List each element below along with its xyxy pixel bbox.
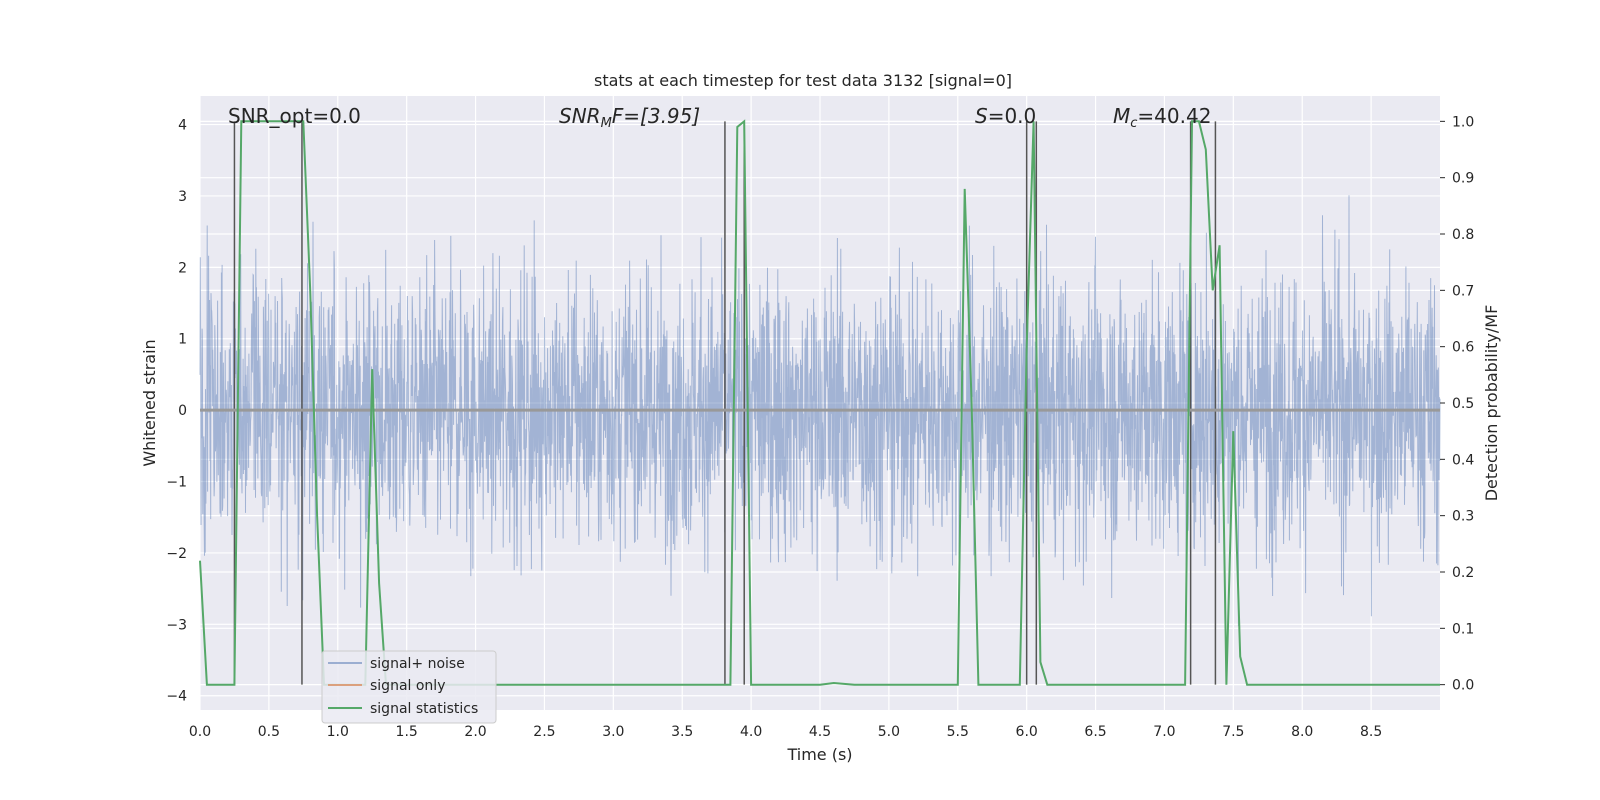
x-tick-10: 5.0 [878, 724, 900, 740]
annotation-snr-mf: SNRMF=[3.95] [559, 104, 700, 131]
x-tick-0: 0.0 [189, 724, 211, 740]
x-tick-14: 7.0 [1153, 724, 1175, 740]
y-tick-1: −3 [166, 617, 187, 633]
x-tick-13: 6.5 [1084, 724, 1106, 740]
y-tick-3: −1 [166, 475, 187, 491]
legend-box [321, 650, 497, 724]
legend-label-signal-only: signal only [370, 678, 445, 694]
annotation-mc: Mc=40.42 [1113, 104, 1211, 131]
y2-tick-5: 0.5 [1452, 396, 1474, 412]
y-axis-title: Whitened strain [140, 339, 159, 466]
x-tick-5: 2.5 [533, 724, 555, 740]
x-tick-3: 1.5 [396, 724, 418, 740]
grid [199, 96, 1440, 710]
x-tick-16: 8.0 [1291, 724, 1313, 740]
y-tick-labels: −4 −3 −2 −1 0 1 2 3 4 [166, 118, 187, 705]
legend-label-signal-statistics: signal statistics [370, 701, 478, 717]
y-tick-0: −4 [166, 689, 187, 705]
x-tick-7: 3.5 [671, 724, 693, 740]
x-tick-11: 5.5 [947, 724, 969, 740]
y-tick-2: −2 [166, 546, 187, 562]
y2-tick-labels: 0.0 0.1 0.2 0.3 0.4 0.5 0.6 0.7 0.8 0.9 1.0 [1440, 114, 1474, 694]
legend-label-signal-noise: signal+ noise [370, 656, 465, 672]
x-tick-8: 4.0 [740, 724, 762, 740]
y-tick-4: 0 [178, 403, 187, 419]
x-tick-12: 6.0 [1016, 724, 1038, 740]
y-tick-6: 2 [178, 260, 187, 276]
x-axis-title: Time (s) [786, 745, 852, 764]
annotation-s: S=0.0 [975, 104, 1036, 128]
x-tick-4: 2.0 [464, 724, 486, 740]
y-tick-5: 1 [178, 332, 187, 348]
y2-axis-title: Detection probability/MF [1482, 305, 1501, 502]
x-tick-2: 1.0 [327, 724, 349, 740]
y2-tick-1: 0.1 [1452, 621, 1474, 637]
y2-tick-4: 0.4 [1452, 452, 1474, 468]
y2-tick-3: 0.3 [1452, 509, 1474, 525]
y2-tick-0: 0.0 [1452, 678, 1474, 694]
y2-tick-6: 0.6 [1452, 340, 1474, 356]
x-tick-9: 4.5 [809, 724, 831, 740]
x-tick-15: 7.5 [1222, 724, 1244, 740]
chart-title: stats at each timestep for test data 313… [594, 71, 1012, 90]
x-tick-1: 0.5 [258, 724, 280, 740]
y2-tick-7: 0.7 [1452, 283, 1474, 299]
y2-tick-10: 1.0 [1452, 114, 1474, 130]
annotation-snr-opt: SNR_opt=0.0 [228, 104, 361, 128]
y-tick-7: 3 [178, 189, 187, 205]
y-tick-8: 4 [178, 118, 187, 134]
x-tick-labels: 0.0 0.5 1.0 1.5 2.0 2.5 3.0 3.5 4.0 4.5 5.0 5.5 6.0 6… [189, 724, 1382, 740]
x-tick-6: 3.0 [602, 724, 624, 740]
y2-tick-8: 0.8 [1452, 227, 1474, 243]
x-tick-17: 8.5 [1360, 724, 1382, 740]
legend: signal+ noise signal only signal statist… [321, 650, 497, 724]
y2-tick-9: 0.9 [1452, 171, 1474, 187]
annotations: SNR_opt=0.0 SNRMF=[3.95] S=0.0 Mc=40.42 [228, 104, 1211, 131]
y2-tick-2: 0.2 [1452, 565, 1474, 581]
signal-statistics-line [199, 119, 1440, 686]
